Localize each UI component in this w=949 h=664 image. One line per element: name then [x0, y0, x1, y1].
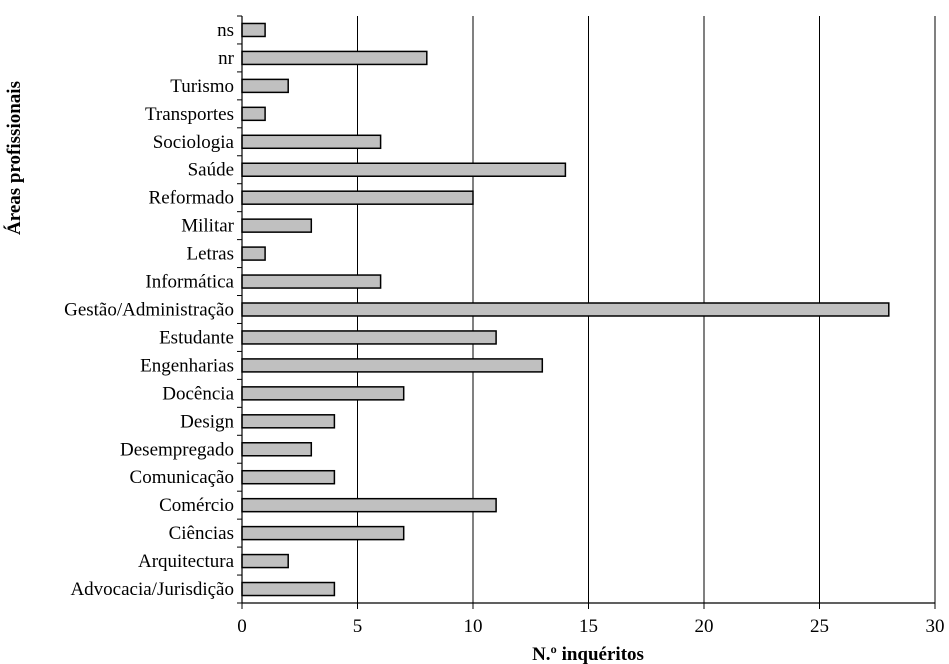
- x-tick-labels: 0 5 10 15 20 25 30: [237, 616, 944, 637]
- category-label: Desempregado: [120, 439, 234, 460]
- category-label: Turismo: [170, 76, 234, 97]
- bar: [241, 134, 382, 150]
- category-label: Engenharias: [140, 355, 234, 376]
- x-tick-label: 30: [926, 616, 945, 637]
- x-tick-label: 15: [579, 616, 598, 637]
- axes: [237, 15, 936, 609]
- category-label: Advocacia/Jurisdição: [70, 579, 234, 600]
- bars: [241, 22, 890, 597]
- x-tick-label: 10: [464, 616, 483, 637]
- category-label: Estudante: [159, 327, 234, 348]
- category-label: Militar: [181, 216, 234, 237]
- bar: [241, 358, 544, 373]
- bar: [241, 581, 336, 597]
- category-label: Arquitectura: [138, 551, 235, 572]
- bar: [241, 302, 890, 317]
- category-label: nr: [218, 48, 235, 69]
- bar: [241, 497, 497, 513]
- x-tick-label: 0: [237, 616, 247, 637]
- bar: [241, 274, 382, 289]
- bar: [241, 414, 336, 429]
- x-tick-label: 5: [353, 616, 363, 637]
- bar: [241, 190, 474, 205]
- category-label: Letras: [187, 244, 234, 265]
- y-axis-title: Áreas profissionais: [3, 81, 25, 235]
- bar: [241, 469, 336, 485]
- bar: [241, 162, 567, 177]
- category-label: Gestão/Administração: [64, 300, 234, 321]
- category-label: Reformado: [149, 188, 234, 209]
- category-label: Saúde: [188, 160, 234, 181]
- bar: [241, 246, 266, 261]
- category-label: ns: [217, 20, 234, 41]
- category-label: Ciências: [169, 523, 234, 544]
- category-label: Comunicação: [130, 467, 234, 488]
- category-label: Sociologia: [153, 132, 235, 153]
- x-tick-label: 25: [810, 616, 829, 637]
- category-label: Design: [180, 411, 234, 432]
- x-tick-label: 20: [695, 616, 714, 637]
- bar: [241, 553, 289, 569]
- category-label: Transportes: [145, 104, 234, 125]
- bar: [241, 442, 313, 457]
- category-label: Informática: [145, 272, 234, 293]
- bar: [241, 218, 313, 233]
- bar: [241, 525, 405, 541]
- bar: [241, 78, 289, 94]
- bar: [241, 386, 405, 401]
- category-labels: ns nr Turismo Transportes Sociologia Saúde Ref…: [64, 20, 235, 600]
- bar: [241, 22, 266, 38]
- x-axis-title: N.º inquéritos: [532, 644, 644, 664]
- bar: [241, 106, 266, 122]
- bar: [241, 50, 428, 66]
- category-label: Docência: [162, 383, 234, 404]
- category-label: Comércio: [159, 495, 234, 516]
- bar: [241, 330, 497, 345]
